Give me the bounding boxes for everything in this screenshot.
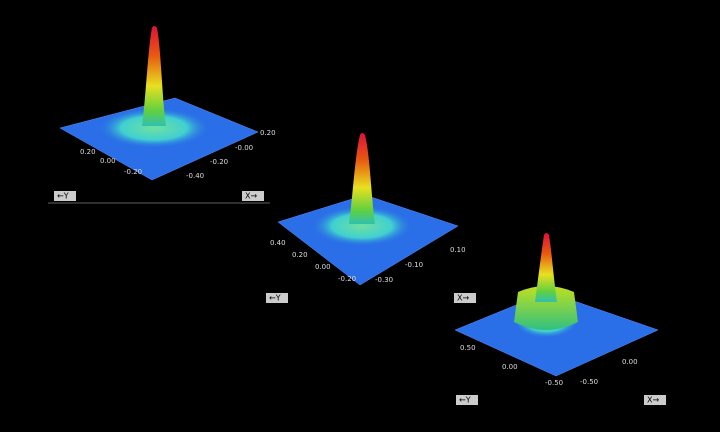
y-tick-label: 0.20 — [80, 148, 96, 156]
x-tick-label: -0.20 — [210, 158, 228, 166]
axis-label-box — [454, 293, 476, 303]
y-tick-label: -0.50 — [545, 379, 563, 387]
surface-peak — [535, 233, 557, 302]
x-tick-label: -0.00 — [235, 144, 253, 152]
y-tick-label: 0.40 — [270, 239, 286, 247]
surface-peak — [142, 26, 166, 126]
y-tick-label: 0.00 — [315, 263, 331, 271]
y-tick-label: -0.20 — [124, 168, 142, 176]
x-tick-label: -0.40 — [186, 172, 204, 180]
axis-label-box — [266, 293, 288, 303]
y-tick-label: -0.20 — [338, 275, 356, 283]
x-axis-label: X→ — [245, 192, 257, 201]
y-tick-label: 0.00 — [100, 157, 116, 165]
axis-label-box — [54, 191, 76, 201]
y-axis-label: ←Y — [459, 396, 471, 405]
y-tick-label: 0.00 — [502, 363, 518, 371]
axis-label-box — [242, 191, 264, 201]
axis-label-box — [644, 395, 666, 405]
x-tick-label: 0.20 — [260, 129, 276, 137]
x-axis-label: X→ — [457, 294, 469, 303]
y-axis-label: ←Y — [57, 192, 69, 201]
surface-ring — [312, 206, 412, 246]
surface-shoulder — [514, 286, 578, 330]
axis-label-box — [456, 395, 478, 405]
x-tick-label: 0.10 — [450, 246, 466, 254]
surface-peak — [349, 133, 375, 224]
x-axis-label: X→ — [647, 396, 659, 405]
x-tick-label: -0.50 — [580, 378, 598, 386]
y-axis-label: ←Y — [269, 294, 281, 303]
x-tick-label: -0.30 — [375, 276, 393, 284]
x-tick-label: 0.00 — [622, 358, 638, 366]
y-tick-label: 0.50 — [460, 344, 476, 352]
y-tick-label: 0.20 — [292, 251, 308, 259]
x-tick-label: -0.10 — [405, 261, 423, 269]
surface-ring — [99, 108, 209, 148]
